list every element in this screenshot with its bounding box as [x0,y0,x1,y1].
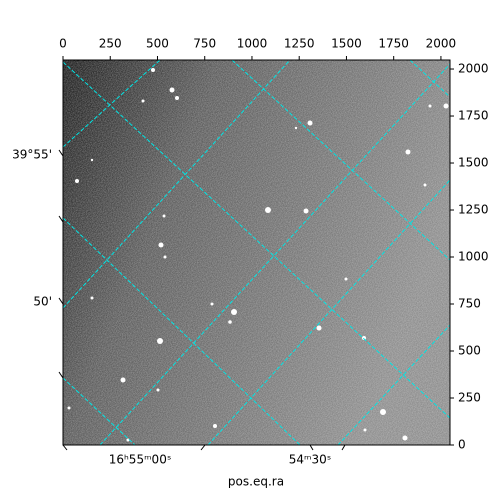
stars [67,68,449,442]
x-tick-label: 2000 [426,37,457,51]
x-tick-label: 0 [59,37,67,51]
x-axis-label: pos.eq.ra [228,475,284,489]
y-tick-label: 1750 [458,109,489,123]
y-tick-label: 1000 [458,250,489,264]
x-tick-label: 250 [99,37,122,51]
x-tick-label: 750 [193,37,216,51]
sky-image [63,60,450,445]
y-tick-label: 500 [458,344,481,358]
y-tick-label: 1250 [458,203,489,217]
y-tick-label: 1500 [458,156,489,170]
x-tick-label: 1500 [331,37,362,51]
ra-tick-label: 16ʰ55ᵐ00ˢ [109,453,172,467]
x-tick-label: 1750 [378,37,409,51]
x-tick-label: 500 [146,37,169,51]
world-ticks [58,149,346,451]
y-tick-label: 750 [458,297,481,311]
y-tick-label: 0 [458,438,466,452]
x-tick-label: 1000 [237,37,268,51]
x-tick-label: 1250 [284,37,315,51]
ra-tick-label: 54ᵐ30ˢ [289,453,332,467]
y-tick-label: 2000 [458,62,489,76]
y-tick-label: 250 [458,391,481,405]
axes-frame [62,59,451,446]
coordinate-grid [63,60,450,445]
dec-tick-label: 39°55' [12,148,52,162]
dec-tick-label: 50' [33,295,52,309]
